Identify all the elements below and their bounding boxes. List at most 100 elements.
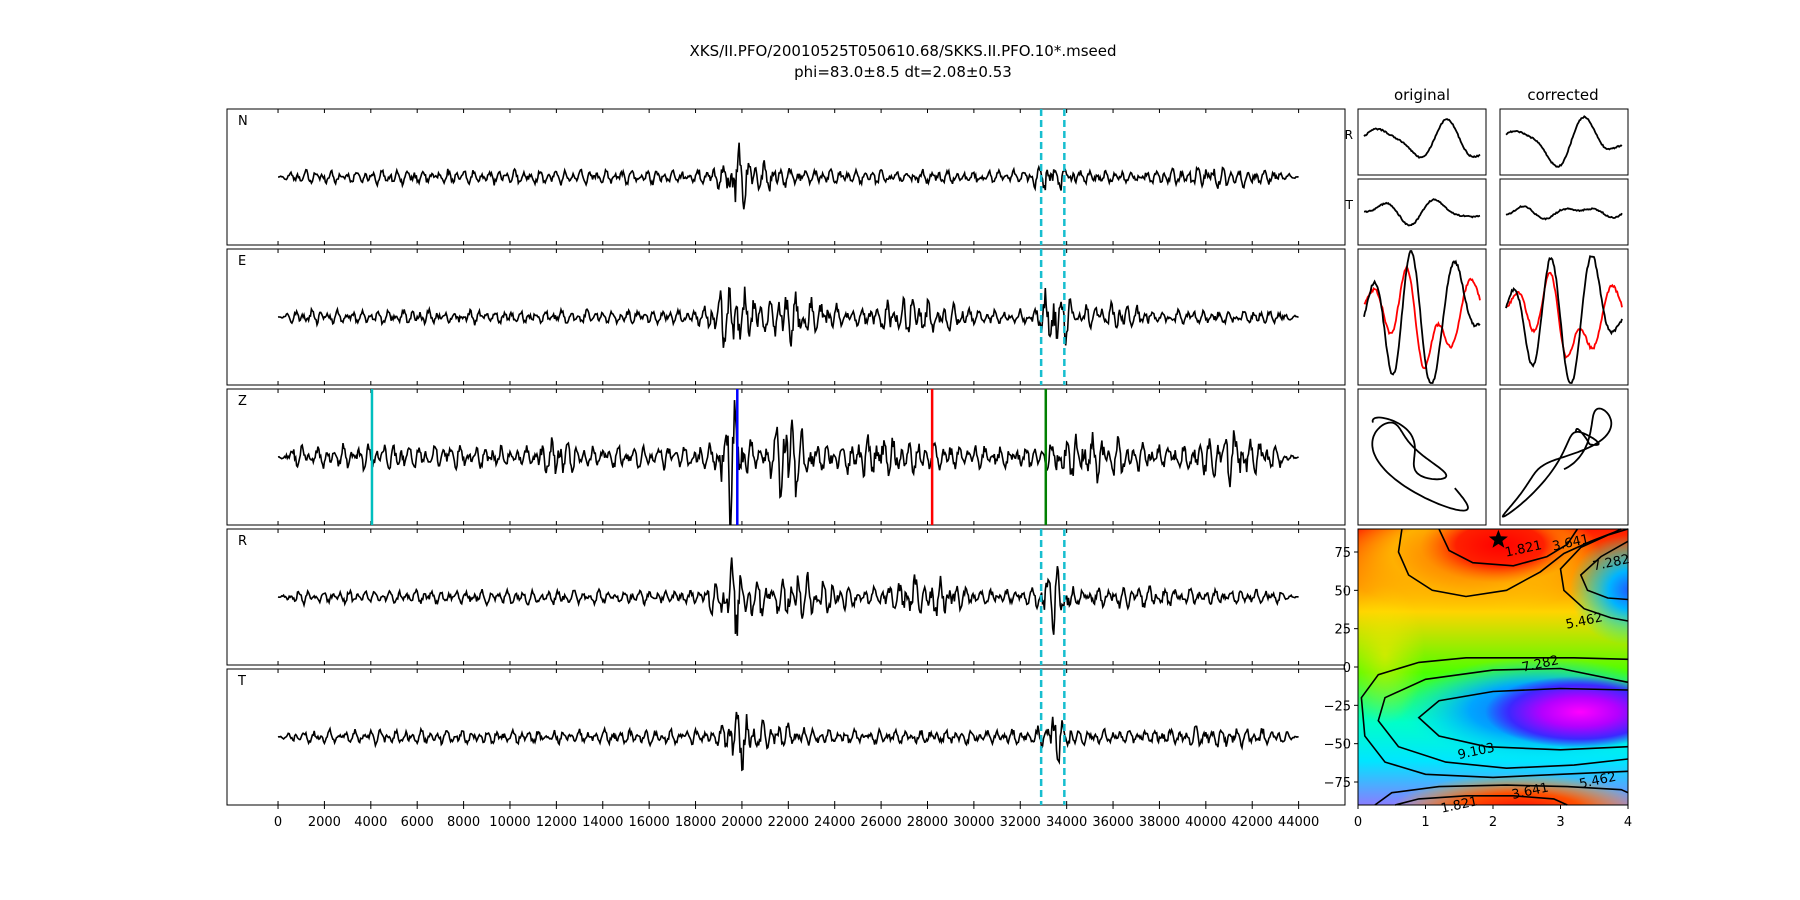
waveform-panels: N E Z R T xyxy=(226,108,1346,806)
contour-line-9 xyxy=(1394,795,1568,806)
trace-e xyxy=(277,286,1299,348)
x-tick-label: 40000 xyxy=(1185,815,1226,830)
surface-y-tick-label: 25 xyxy=(1334,623,1351,638)
surface-x-tick-label: 1 xyxy=(1421,815,1429,830)
x-tick-label: 16000 xyxy=(628,815,669,830)
trace-z xyxy=(277,400,1299,525)
panel-frame xyxy=(1499,248,1629,386)
panel-frame xyxy=(1357,108,1487,176)
particle-trace xyxy=(1505,255,1623,384)
particle-trace xyxy=(1363,198,1481,227)
x-tick-label: 18000 xyxy=(675,815,716,830)
particle-row-label-t: T xyxy=(1345,198,1354,212)
panel-z: Z xyxy=(226,388,1346,526)
contour-line-7 xyxy=(1360,657,1629,779)
corrected-panel-4 xyxy=(1499,388,1629,526)
surface-y-tick-label: 75 xyxy=(1334,546,1351,561)
x-tick-label: 38000 xyxy=(1139,815,1180,830)
panel-label-z: Z xyxy=(238,394,247,409)
panel-frame xyxy=(1357,388,1487,526)
contour-line-8 xyxy=(1374,784,1629,806)
error-surface-colormap xyxy=(1358,529,1628,805)
error-surface-contours xyxy=(1360,528,1629,806)
x-tick-label: 22000 xyxy=(768,815,809,830)
best-fit-star-icon xyxy=(1488,529,1508,548)
figure-title: XKS/II.PFO/20010525T050610.68/SKKS.II.PF… xyxy=(689,42,1116,60)
panel-frame xyxy=(226,108,1346,246)
x-tick-label: 30000 xyxy=(953,815,994,830)
surface-y-tick-label: 0 xyxy=(1343,661,1351,676)
trace-n xyxy=(278,142,1299,210)
column-title-original: original xyxy=(1394,86,1450,104)
panel-frame xyxy=(226,528,1346,666)
panel-label-n: N xyxy=(238,114,248,129)
surface-y-tick-label: 50 xyxy=(1334,584,1351,599)
x-tick-label: 12000 xyxy=(536,815,577,830)
surface-y-tick-label: −50 xyxy=(1324,738,1351,753)
particle-trace xyxy=(1363,118,1481,159)
x-tick-label: 14000 xyxy=(582,815,623,830)
corrected-panel-1 xyxy=(1499,108,1629,176)
corrected-panel-3 xyxy=(1499,248,1629,386)
surface-x-tick-label: 3 xyxy=(1556,815,1564,830)
column-title-corrected: corrected xyxy=(1527,86,1598,104)
particle-motion-trace xyxy=(1371,416,1469,512)
corrected-panel-2 xyxy=(1499,178,1629,246)
contour-line-6 xyxy=(1417,687,1629,751)
x-tick-label: 26000 xyxy=(860,815,901,830)
x-tick-label: 24000 xyxy=(814,815,855,830)
original-panel-3 xyxy=(1357,248,1487,386)
x-tick-label: 10000 xyxy=(489,815,530,830)
surface-y-tick-label: −75 xyxy=(1324,776,1351,791)
panel-label-r: R xyxy=(238,534,247,549)
panel-frame xyxy=(1499,388,1629,526)
panel-t: T xyxy=(226,668,1346,806)
panel-r: R xyxy=(226,528,1346,666)
panel-frame xyxy=(1357,248,1487,386)
x-tick-label: 4000 xyxy=(354,815,387,830)
x-tick-label: 32000 xyxy=(1000,815,1041,830)
x-tick-label: 0 xyxy=(274,815,282,830)
surface-y-tick-label: −25 xyxy=(1324,699,1351,714)
particle-row-label-r: R xyxy=(1345,128,1353,142)
x-tick-label: 8000 xyxy=(447,815,480,830)
panel-frame xyxy=(1499,108,1629,176)
error-surface-panel: 1.821 3.6417.2825.4627.2829.1035.4623.641… xyxy=(1324,528,1633,830)
waveform-x-axis: 0 2000 4000 6000 8000 10000 12000 14000 16000 180… xyxy=(274,805,1319,830)
contour-line-4 xyxy=(1559,528,1629,622)
particle-trace xyxy=(1505,115,1623,168)
panel-frame xyxy=(226,388,1346,526)
x-tick-label: 2000 xyxy=(308,815,341,830)
surface-x-tick-label: 0 xyxy=(1354,815,1362,830)
particle-trace xyxy=(1505,205,1623,221)
x-tick-label: 42000 xyxy=(1232,815,1273,830)
surface-x-tick-label: 2 xyxy=(1489,815,1497,830)
panel-e: E xyxy=(226,248,1346,386)
surface-x-tick-label: 4 xyxy=(1624,815,1632,830)
x-tick-label: 44000 xyxy=(1278,815,1319,830)
particle-trace xyxy=(1363,250,1481,384)
contour-line-2 xyxy=(1397,528,1622,598)
particle-panels xyxy=(1357,108,1629,526)
best-fit-star xyxy=(1488,529,1508,548)
particle-motion-trace xyxy=(1501,407,1613,518)
x-tick-label: 6000 xyxy=(401,815,434,830)
error-surface-axes: 0 1 2 3 4 75 50 25 0 −25 −50 −75 xyxy=(1324,546,1633,830)
x-tick-label: 28000 xyxy=(907,815,948,830)
panel-frame xyxy=(226,668,1346,806)
trace-r xyxy=(277,557,1299,636)
original-panel-1 xyxy=(1357,108,1487,176)
panel-frame xyxy=(1499,178,1629,246)
original-panel-4 xyxy=(1357,388,1487,526)
panel-label-t: T xyxy=(237,674,246,689)
contour-line-1 xyxy=(1438,528,1579,567)
figure-subtitle: phi=83.0±8.5 dt=2.08±0.53 xyxy=(794,63,1012,81)
x-tick-label: 34000 xyxy=(1046,815,1087,830)
panel-frame xyxy=(1357,178,1487,246)
contour-line-3 xyxy=(1579,540,1629,601)
x-tick-label: 20000 xyxy=(721,815,762,830)
panel-n: N xyxy=(226,108,1346,246)
panel-frame xyxy=(226,248,1346,386)
panel-label-e: E xyxy=(238,254,246,269)
